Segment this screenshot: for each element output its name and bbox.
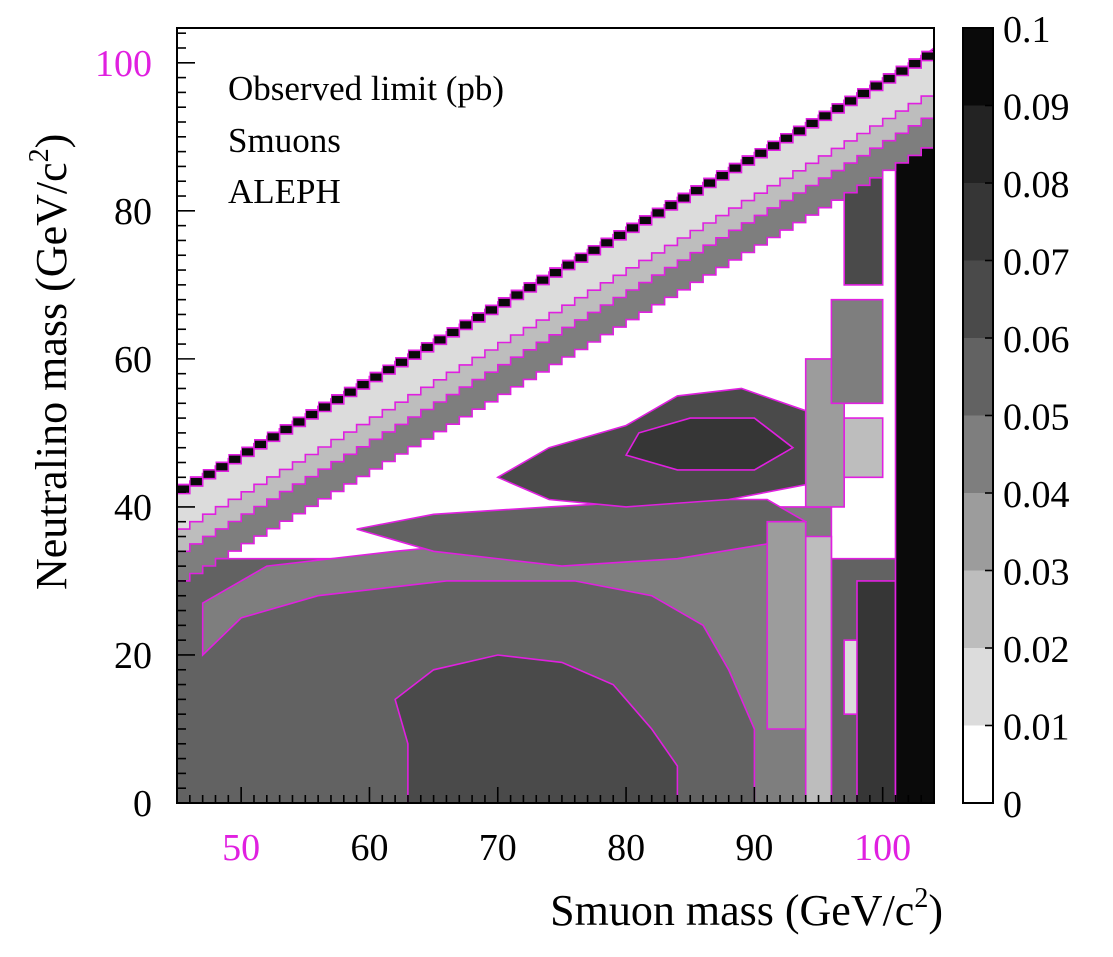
heatmap-cells [177, 28, 934, 803]
x-tick-label-100: 100 [854, 827, 911, 869]
y-axis-title: Neutralino mass (GeV/c2) [24, 134, 76, 590]
colorbar-tick-label-0.01: 0.01 [1003, 707, 1070, 749]
x-axis-title-main: Smuon mass (GeV/c [550, 886, 914, 935]
y-tick-label-40: 40 [114, 487, 152, 529]
colorbar-tick-label-0.04: 0.04 [1003, 474, 1070, 516]
y-tick-label-100: 100 [95, 43, 152, 85]
x-axis-title-tail: ) [928, 886, 943, 935]
x-tick-label-60: 60 [350, 827, 388, 869]
colorbar: 0 0.01 0.02 0.03 0.04 0.05 0.06 0.07 0.08 0.09 0.1 [962, 9, 1070, 826]
x-tick-label-90: 90 [735, 827, 773, 869]
colorbar-band-8 [963, 105, 993, 183]
heat-region-7 [804, 535, 833, 803]
heat-region-10 [843, 417, 884, 479]
kinematically-forbidden-region [177, 28, 934, 481]
colorbar-band-0 [963, 725, 993, 803]
x-tick-label-80: 80 [607, 827, 645, 869]
heat-region-8 [766, 520, 807, 730]
colorbar-band-2 [963, 570, 993, 648]
diagonal-band-3 [177, 50, 934, 495]
heat-region-5 [624, 417, 795, 471]
x-tick-label-70: 70 [479, 827, 517, 869]
heat-region-14 [894, 46, 934, 803]
colorbar-band-6 [963, 260, 993, 338]
y-tick-label-0: 0 [133, 783, 152, 825]
x-tick-label-50: 50 [222, 827, 260, 869]
axes: 50 60 70 80 90 100 0 20 40 60 80 100 [95, 32, 935, 869]
heat-region-1 [201, 506, 833, 803]
y-tick-label-20: 20 [114, 635, 152, 677]
colorbar-tick-label-0.06: 0.06 [1003, 319, 1070, 361]
colorbar-tick-label-0.1: 0.1 [1003, 9, 1051, 51]
colorbar-tick-label-0.08: 0.08 [1003, 164, 1070, 206]
colorbar-tick-label-0.05: 0.05 [1003, 397, 1070, 439]
annotation-title: Observed limit (pb) [228, 69, 504, 108]
colorbar-tick-label-0.07: 0.07 [1003, 242, 1070, 284]
y-tick-label-80: 80 [114, 191, 152, 233]
heat-region-3 [394, 654, 679, 803]
plot-frame [176, 27, 935, 804]
colorbar-tick-label-0: 0 [1003, 784, 1022, 826]
colorbar-tick-label-0.02: 0.02 [1003, 629, 1070, 671]
colorbar-band-5 [963, 338, 993, 416]
colorbar-band-3 [963, 493, 993, 571]
y-axis-title-sup: 2 [24, 148, 55, 162]
annotation-particle: Smuons [228, 121, 341, 160]
colorbar-tick-label-0.09: 0.09 [1003, 87, 1070, 129]
annotation-experiment: ALEPH [228, 172, 341, 211]
x-axis-title: Smuon mass (GeV/c2) [550, 883, 943, 935]
colorbar-band-4 [963, 415, 993, 493]
colorbar-band-9 [963, 28, 993, 106]
y-axis-title-main: Neutralino mass (GeV/c [27, 162, 76, 590]
colorbar-band-1 [963, 648, 993, 726]
y-tick-label-60: 60 [114, 339, 152, 381]
colorbar-tick-label-0.03: 0.03 [1003, 552, 1070, 594]
x-axis-title-sup: 2 [914, 883, 928, 914]
colorbar-band-7 [963, 183, 993, 261]
y-axis-title-tail: ) [27, 134, 76, 149]
heat-region-11 [830, 298, 884, 405]
heat-region-13 [856, 580, 897, 803]
